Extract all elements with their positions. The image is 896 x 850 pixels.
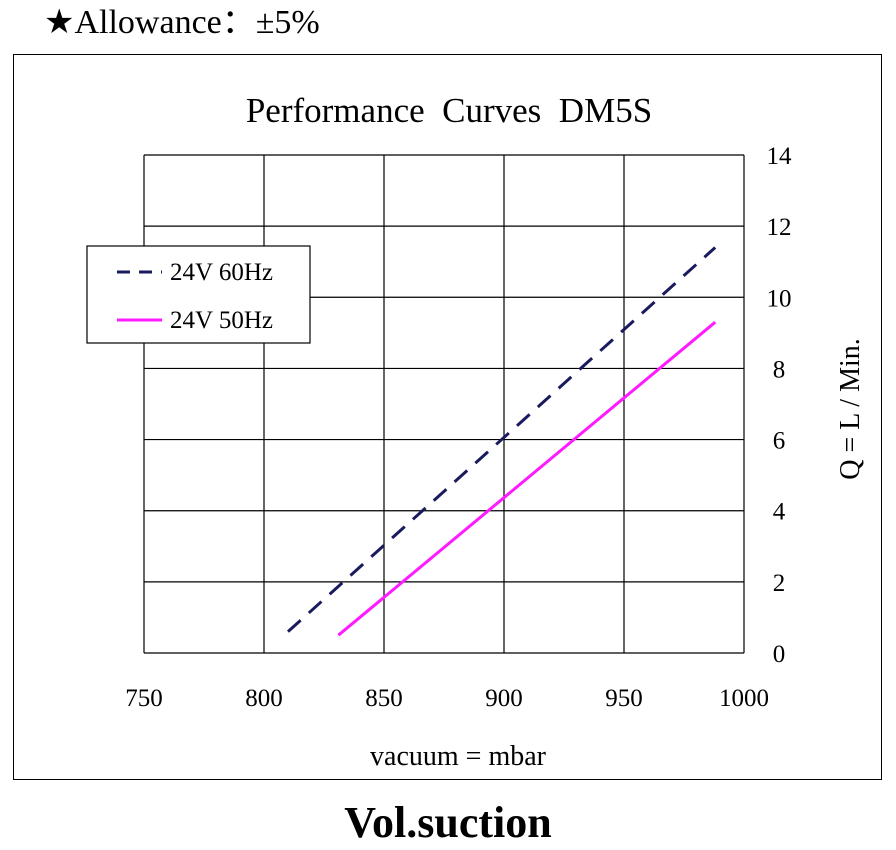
series-line-1 — [337, 321, 717, 637]
x-tick-label-3: 900 — [485, 685, 523, 712]
legend-label-1: 24V 50Hz — [170, 307, 273, 334]
legend-box — [86, 245, 311, 344]
x-tick-label-1: 800 — [245, 685, 283, 712]
figure-caption: Vol.suction — [344, 798, 552, 847]
y-tick-label-3: 6 — [773, 428, 786, 455]
x-axis-ticks: 750 800 850 900 950 1000 — [125, 685, 769, 712]
y-tick-label-4: 8 — [773, 356, 786, 383]
y-axis-label: Q = L / Min. — [835, 338, 866, 480]
x-tick-label-5: 1000 — [719, 685, 769, 712]
y-tick-label-2: 4 — [773, 499, 786, 526]
y-tick-label-5: 10 — [767, 285, 792, 312]
grid — [143, 154, 745, 654]
x-tick-label-2: 850 — [365, 685, 403, 712]
chart-title: Performance Curves DM5S — [246, 91, 652, 130]
legend-label-0: 24V 60Hz — [170, 259, 273, 286]
y-tick-label-7: 14 — [767, 143, 793, 170]
y-tick-label-6: 12 — [767, 214, 792, 241]
star-icon: ★ — [44, 4, 75, 41]
series-lines — [286, 246, 717, 637]
legend: 24V 60Hz 24V 50Hz — [86, 245, 311, 344]
chart-frame — [13, 54, 882, 780]
x-tick-label-0: 750 — [125, 685, 163, 712]
x-axis-label: vacuum = mbar — [370, 741, 547, 772]
y-axis-ticks: 0 2 4 6 8 10 12 14 — [767, 143, 793, 668]
y-tick-label-1: 2 — [773, 570, 786, 597]
y-tick-label-0: 0 — [773, 641, 786, 668]
x-tick-label-4: 950 — [605, 685, 643, 712]
allowance-text: Allowance：±5% — [74, 4, 320, 41]
series-line-0 — [286, 246, 717, 633]
allowance-note: ★Allowance：±5% — [44, 2, 320, 44]
